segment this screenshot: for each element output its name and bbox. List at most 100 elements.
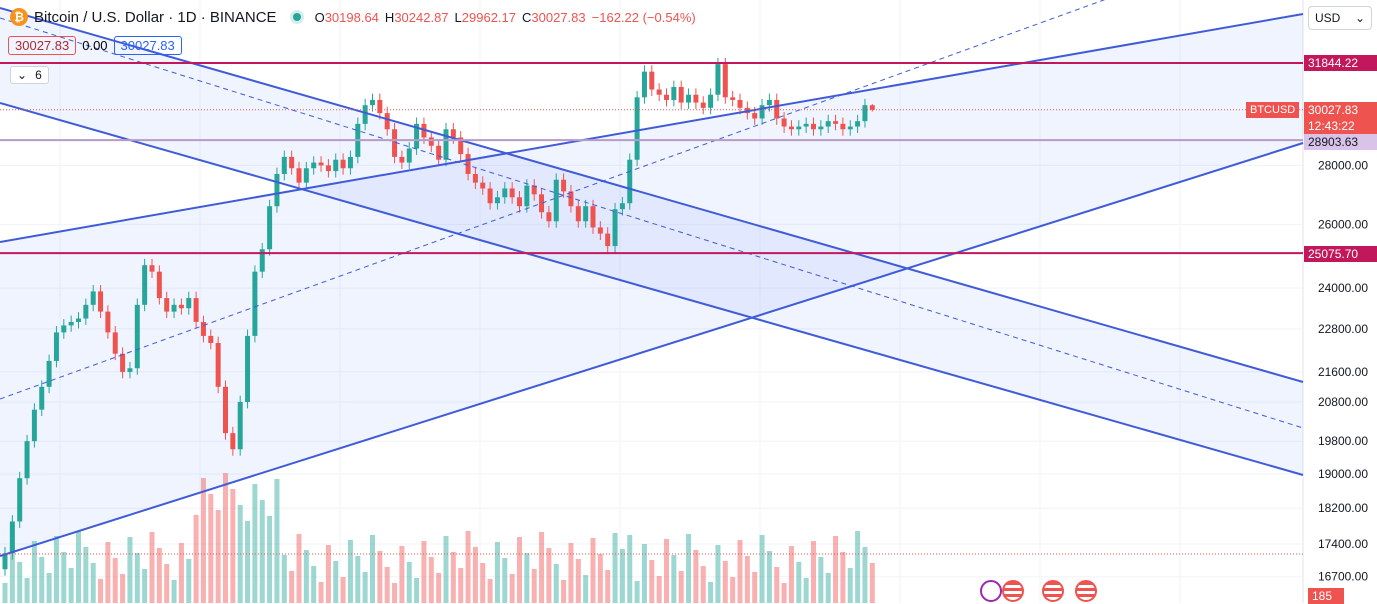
- volume-bar: [686, 534, 692, 603]
- candle-body: [583, 206, 589, 222]
- candle-body: [318, 162, 324, 166]
- candle-body: [494, 197, 500, 204]
- candle-body: [178, 304, 184, 309]
- volume-bar: [333, 561, 339, 603]
- volume-bar: [494, 542, 500, 603]
- candle-body: [553, 179, 559, 222]
- price-tick-label: 19800.00: [1318, 434, 1368, 448]
- bid-price[interactable]: 30027.83: [8, 36, 77, 55]
- candle-body: [788, 126, 794, 130]
- candle-body: [561, 179, 567, 192]
- volume-bar: [98, 579, 104, 603]
- candle-body: [605, 233, 611, 247]
- volume-bar: [399, 546, 405, 603]
- current-price-tag: 30027.83: [1304, 102, 1377, 118]
- ascending-channel-median: [0, 0, 1106, 400]
- candle-body: [546, 212, 552, 222]
- volume-bar: [781, 583, 787, 603]
- candle-body: [708, 94, 714, 108]
- candle-body: [443, 129, 449, 160]
- volume-bar: [774, 567, 780, 603]
- candle-body: [156, 271, 162, 299]
- volume-bar: [561, 580, 567, 603]
- candle-body: [686, 94, 692, 103]
- volume-bar: [325, 545, 331, 603]
- candle-body: [311, 162, 317, 169]
- candle-body: [847, 126, 853, 130]
- flag-icon-us[interactable]: [1075, 580, 1097, 602]
- indicator-count: 6: [35, 68, 42, 82]
- candle-body: [517, 197, 522, 207]
- volume-bar: [318, 582, 324, 603]
- candle-body: [333, 159, 339, 172]
- grid-lines: [0, 0, 1303, 603]
- bitcoin-icon: ₿: [10, 8, 28, 26]
- flag-icon-us[interactable]: [1042, 580, 1064, 602]
- volume-bar: [142, 569, 148, 603]
- volume-bar: [737, 540, 743, 603]
- volume-bar: [649, 560, 655, 603]
- descending-channel-lower: [0, 102, 1304, 476]
- volume-bar: [869, 563, 875, 603]
- candle-body: [120, 353, 126, 372]
- volume-bar: [796, 562, 802, 603]
- volume-bar: [61, 552, 67, 603]
- price-tick-label: 18200.00: [1318, 501, 1368, 515]
- volume-bar: [127, 537, 133, 603]
- candle-body: [215, 342, 221, 387]
- volume-bar: [862, 547, 868, 603]
- candle-body: [149, 265, 155, 272]
- volume-bar: [215, 510, 221, 603]
- candle-body: [803, 123, 809, 127]
- low-level-tag[interactable]: 25075.70: [1304, 246, 1377, 262]
- candle-body: [612, 209, 618, 247]
- candle-body: [627, 159, 633, 204]
- symbol-title[interactable]: Bitcoin / U.S. Dollar · 1D · BINANCE: [34, 8, 277, 26]
- volume-bar: [641, 544, 647, 603]
- volume-bar: [656, 576, 662, 603]
- candle-body: [524, 185, 530, 207]
- candle-body: [252, 271, 258, 336]
- candle-body: [869, 105, 875, 110]
- volume-bar: [120, 574, 126, 603]
- ascending-channel-fill: [0, 14, 1303, 556]
- currency-label: USD: [1315, 11, 1341, 25]
- candle-body: [833, 121, 839, 124]
- candle-body: [678, 86, 684, 103]
- candle-body: [399, 156, 405, 163]
- flag-icon-us[interactable]: [1002, 580, 1024, 602]
- volume-bar: [531, 569, 537, 603]
- candle-body: [759, 105, 765, 119]
- volume-bar: [281, 555, 287, 603]
- event-icon-lightning[interactable]: [980, 580, 1002, 602]
- volume-bar: [355, 556, 361, 603]
- currency-select[interactable]: USD ⌄: [1308, 6, 1372, 30]
- volume-bar: [311, 566, 317, 603]
- candle-body: [693, 94, 699, 103]
- horizontal-levels: [0, 62, 1303, 555]
- volume-bar: [149, 532, 155, 603]
- volume-bar: [752, 572, 758, 603]
- volume-bar: [693, 550, 699, 603]
- indicators-toggle[interactable]: ⌄ 6: [10, 66, 49, 84]
- volume-bar: [289, 571, 295, 603]
- candle-body: [127, 368, 133, 372]
- volume-bar: [472, 547, 478, 603]
- candle-body: [480, 182, 486, 189]
- mid-level-tag[interactable]: 28903.63: [1304, 134, 1377, 150]
- candle-body: [281, 156, 287, 174]
- volume-bar: [568, 543, 574, 603]
- candle-body: [105, 311, 111, 333]
- candle-body: [2, 553, 8, 570]
- volume-bar: [105, 542, 111, 603]
- volume-bar: [76, 531, 81, 603]
- volume-bar: [766, 551, 772, 603]
- volume-bar: [178, 543, 184, 603]
- ask-price[interactable]: 30027.83: [113, 36, 182, 55]
- top-level-tag[interactable]: 31844.22: [1304, 55, 1377, 71]
- candle-body: [649, 71, 655, 90]
- candle-body: [575, 206, 581, 222]
- candle-body: [17, 478, 23, 522]
- candle-body: [370, 99, 375, 106]
